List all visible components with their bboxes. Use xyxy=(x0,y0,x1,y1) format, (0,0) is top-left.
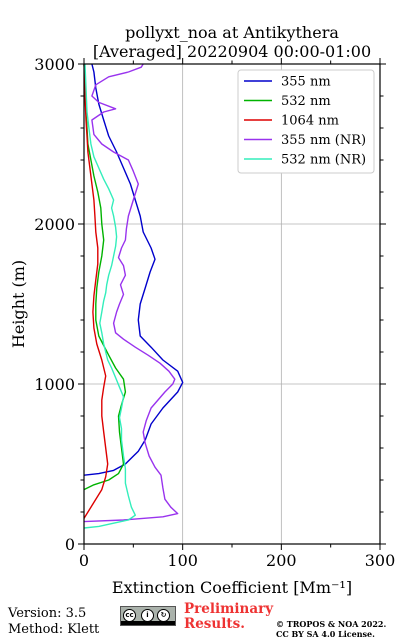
series-lines xyxy=(83,63,184,529)
y-tick-label: 3000 xyxy=(34,55,75,74)
series-line xyxy=(83,63,109,519)
legend-label: 532 nm (NR) xyxy=(281,153,366,168)
cc-license-badge: cc i ↻ xyxy=(120,606,176,626)
y-tick-label: 2000 xyxy=(34,215,75,234)
preliminary-line-2: Results. xyxy=(184,616,245,632)
legend-label: 1064 nm xyxy=(281,114,339,129)
series-line xyxy=(83,63,184,476)
version-text: Version: 3.5 xyxy=(8,606,87,621)
preliminary-line-1: Preliminary xyxy=(184,601,274,617)
series-line xyxy=(83,63,127,491)
series-line xyxy=(83,63,179,523)
chart-area: pollyxt_noa at Antikythera [Averaged] 20… xyxy=(9,23,395,597)
legend: 355 nm 532 nm 1064 nm 355 nm (NR) 532 nm (NR… xyxy=(237,69,375,174)
legend-box xyxy=(237,69,375,174)
chart-title-line-1: pollyxt_noa at Antikythera xyxy=(125,23,339,42)
preliminary-results-text: Preliminary Results. xyxy=(184,602,273,632)
x-tick-label: 0 xyxy=(79,551,89,570)
x-tick-label: 200 xyxy=(266,551,297,570)
copyright-line-1: © TROPOS & NOA 2022. xyxy=(276,619,387,629)
legend-items: 355 nm 532 nm 1064 nm 355 nm (NR) 532 nm (NR… xyxy=(244,75,366,168)
x-tick-label: 100 xyxy=(167,551,198,570)
license-strip xyxy=(121,621,175,625)
copyright-text: © TROPOS & NOA 2022. CC BY SA 4.0 Licens… xyxy=(276,619,386,639)
chart-title-line-2: [Averaged] 20220904 00:00-01:00 xyxy=(93,42,371,61)
legend-label: 355 nm (NR) xyxy=(281,133,366,148)
y-tick-label: 1000 xyxy=(34,375,75,394)
copyright-line-2: CC BY SA 4.0 License. xyxy=(276,629,375,639)
y-tick-label: 0 xyxy=(65,535,75,554)
x-tick-label: 300 xyxy=(365,551,396,570)
x-axis-label: Extinction Coefficient [Mm⁻¹] xyxy=(112,578,352,597)
legend-label: 532 nm xyxy=(281,94,331,109)
method-text: Method: Klett xyxy=(8,622,100,637)
y-axis-label: Height (m) xyxy=(9,260,28,348)
series-line xyxy=(83,63,137,529)
legend-label: 355 nm xyxy=(281,75,331,90)
